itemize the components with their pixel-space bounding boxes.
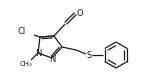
Text: CH₃: CH₃ bbox=[20, 61, 32, 67]
Text: N: N bbox=[35, 49, 41, 58]
Text: S: S bbox=[86, 50, 92, 59]
Text: Cl: Cl bbox=[18, 26, 26, 35]
Text: O: O bbox=[77, 9, 83, 18]
Text: N: N bbox=[49, 55, 55, 64]
